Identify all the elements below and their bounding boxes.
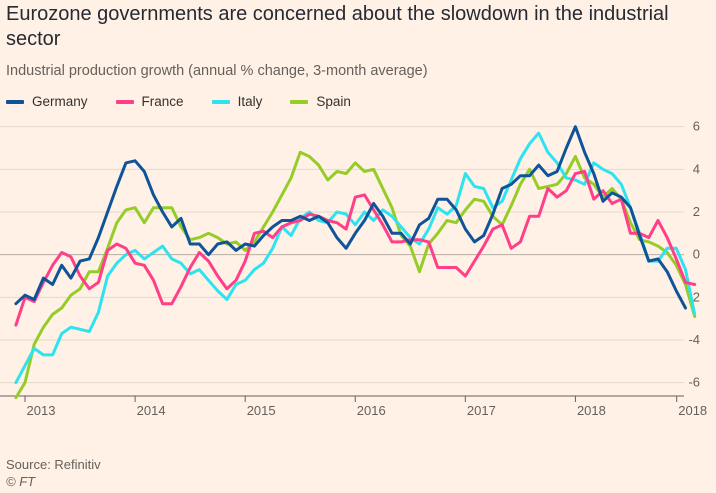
- legend-swatch-italy: [211, 99, 230, 104]
- x-axis: 2013 2014 2015 2016 2017 2018 2018: [0, 395, 707, 418]
- legend-swatch-germany: [6, 99, 24, 104]
- legend-label-france: France: [141, 94, 184, 109]
- y-tick-label: 6: [693, 119, 700, 134]
- x-tick-label: 2018: [678, 403, 707, 418]
- x-tick-label: 2016: [357, 403, 386, 418]
- series-line-germany: [14, 125, 687, 310]
- chart-title: Eurozone governments are concerned about…: [6, 3, 669, 50]
- y-tick-label: -2: [688, 289, 700, 304]
- legend-swatch-france: [115, 99, 134, 104]
- legend-item-spain: Spain: [290, 94, 351, 109]
- legend-label-germany: Germany: [32, 94, 88, 109]
- y-axis-tick-labels: -6 -4 -2 0 2 4 6: [688, 119, 700, 390]
- y-tick-label: -4: [688, 332, 700, 347]
- legend-item-italy: Italy: [211, 94, 263, 109]
- x-tick-label: 2014: [137, 403, 166, 418]
- ft-credit: © FT: [6, 474, 36, 489]
- line-chart: -6 -4 -2 0 2 4 6 2013 2014 2015 2016 2017 2018 2018: [0, 119, 707, 418]
- x-tick-label: 2018: [577, 403, 606, 418]
- chart-subtitle: Industrial production growth (annual % c…: [6, 63, 428, 79]
- series-line-france: [14, 170, 697, 327]
- y-tick-label: 0: [693, 247, 700, 262]
- legend-item-germany: Germany: [6, 94, 88, 109]
- legend-swatch-spain: [290, 99, 309, 104]
- gridlines: [0, 126, 684, 384]
- x-tick-label: 2017: [467, 403, 496, 418]
- legend-label-spain: Spain: [316, 94, 351, 109]
- x-tick-label: 2013: [27, 403, 56, 418]
- y-tick-label: 4: [693, 161, 700, 176]
- y-tick-label: 2: [693, 204, 700, 219]
- legend-item-france: France: [115, 94, 184, 109]
- series-line-spain: [14, 150, 697, 400]
- x-tick-label: 2015: [247, 403, 276, 418]
- y-tick-label: -6: [688, 375, 700, 390]
- legend-label-italy: Italy: [237, 94, 263, 109]
- legend: Germany France Italy Spain: [6, 94, 379, 109]
- series-lines: [14, 125, 697, 400]
- source-note: Source: Refinitiv: [6, 457, 101, 472]
